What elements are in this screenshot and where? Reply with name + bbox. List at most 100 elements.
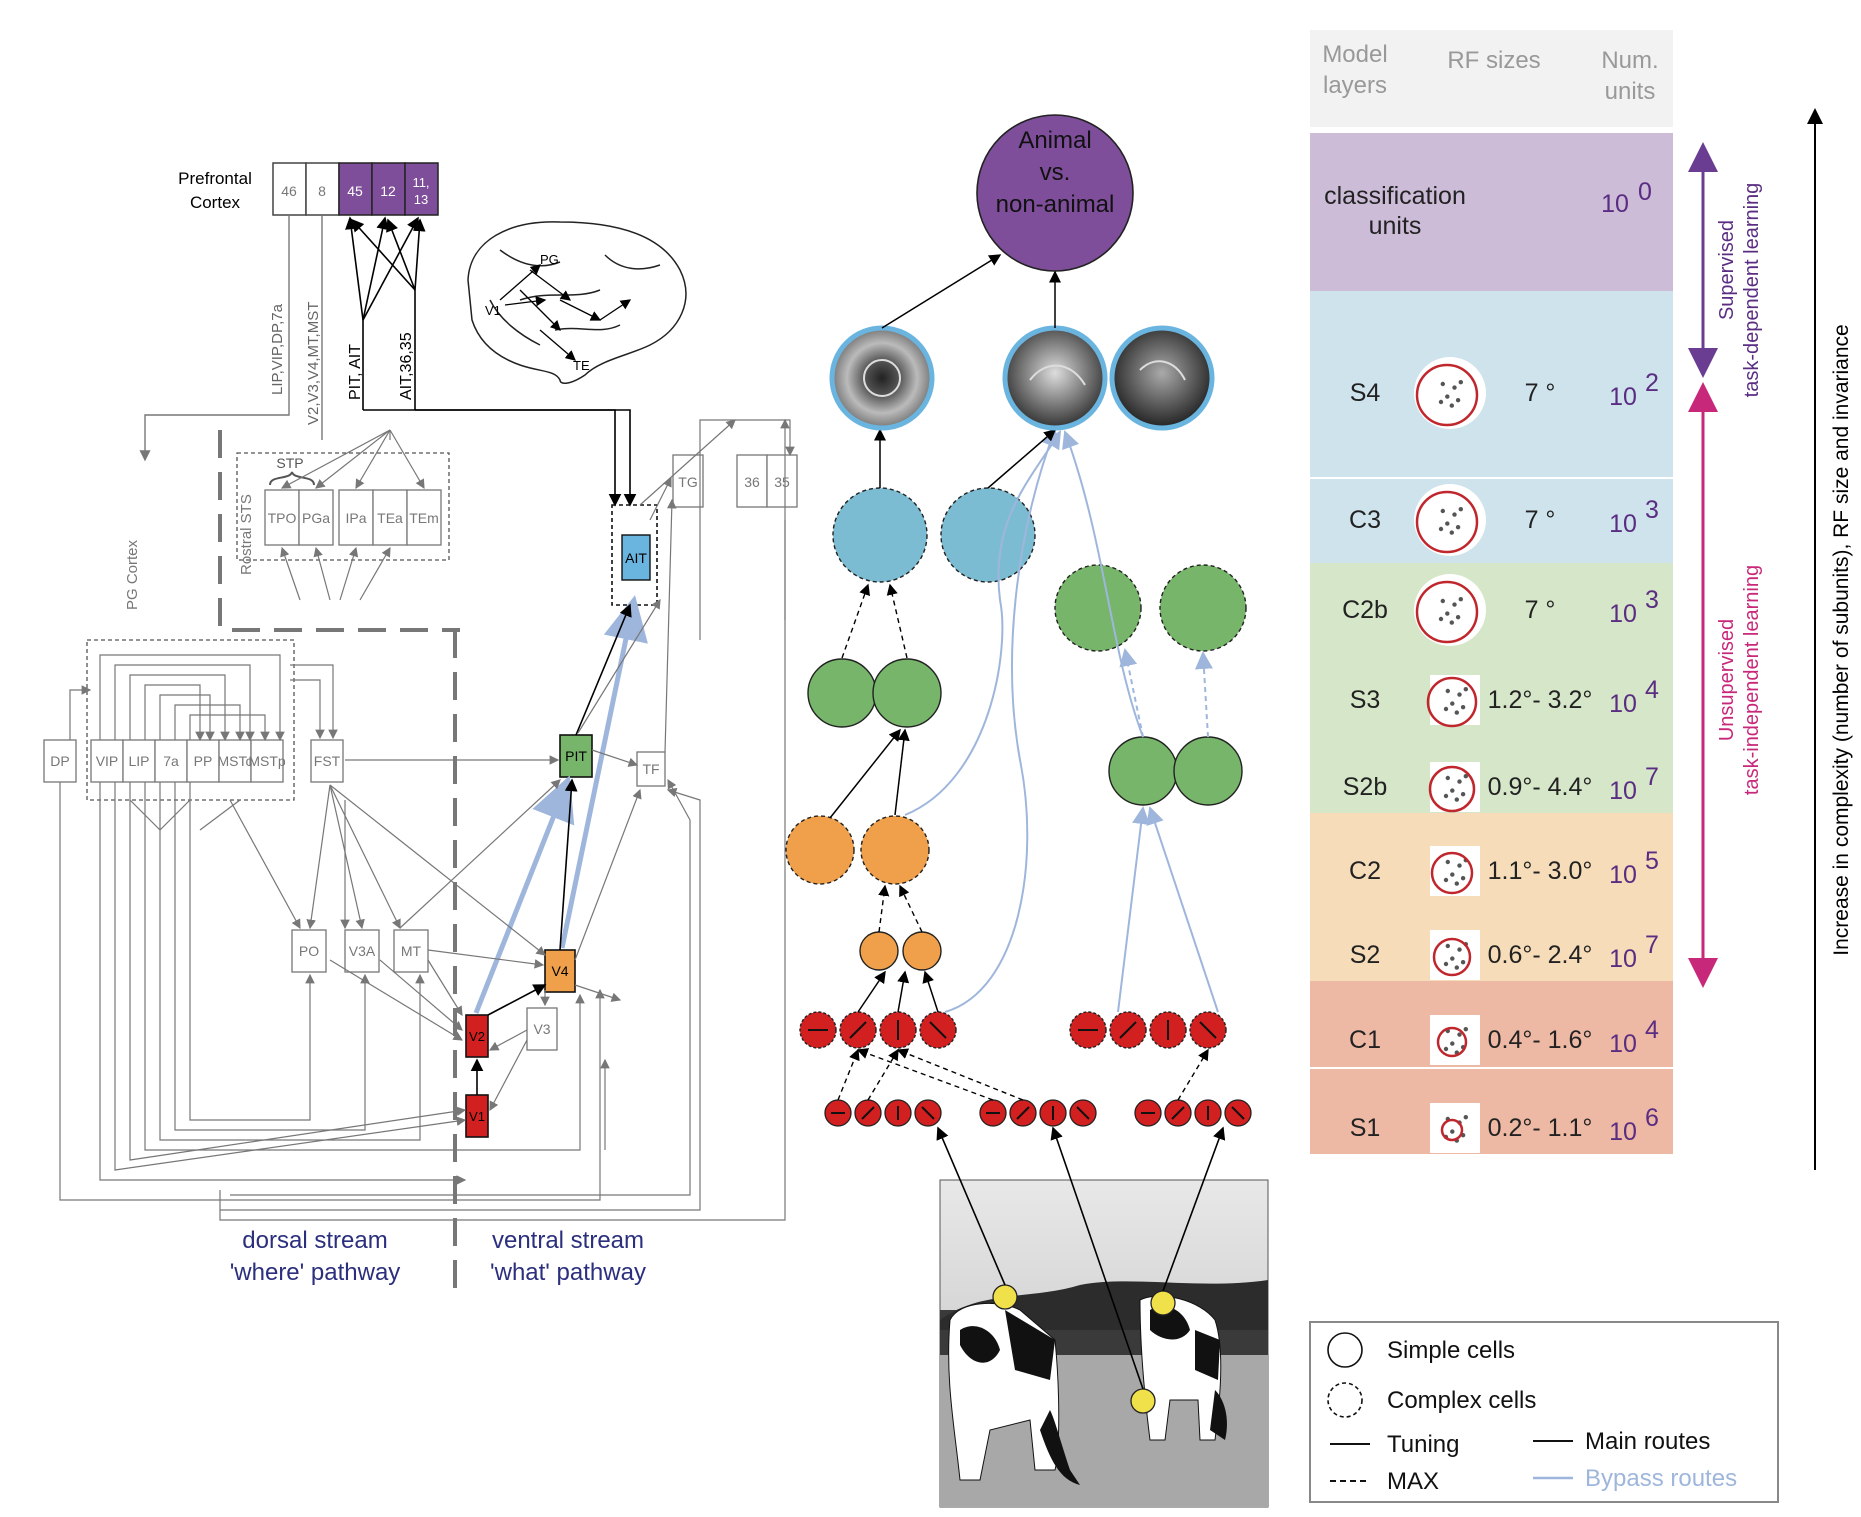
legend-max: MAX — [1387, 1468, 1439, 1495]
layer-table: Model layers RF sizes Num. units classif… — [1310, 30, 1673, 1154]
ventral-stream-2: 'what' pathway — [490, 1259, 646, 1286]
dalmatian-spot — [1443, 706, 1449, 712]
layer-s3: S3 — [1350, 686, 1381, 714]
header-layers: layers — [1323, 72, 1387, 99]
layer-c2b: C2b — [1342, 596, 1388, 624]
dalmatian-spot — [1443, 877, 1449, 883]
layer-s4: S4 — [1350, 379, 1381, 407]
area-12: 12 — [380, 183, 396, 199]
rf-size: 1.1°- 3.0° — [1488, 857, 1593, 885]
classification-1: classification — [1324, 182, 1466, 210]
classification-exp: 0 — [1638, 178, 1652, 206]
legend-tuning: Tuning — [1387, 1431, 1460, 1458]
dalmatian-spot — [1455, 525, 1461, 530]
header-rf: RF sizes — [1447, 47, 1540, 74]
dalmatian-spot — [1445, 859, 1451, 865]
area-tpo: TPO — [268, 510, 297, 526]
s1-row — [824, 1099, 1252, 1127]
dalmatian-spot — [1455, 398, 1461, 403]
dorsal-areas: DP VIP LIP 7a PP MSTc MSTp FST — [43, 739, 344, 783]
rf-size: 0.9°- 4.4° — [1488, 773, 1593, 801]
dalmatian-spot — [1460, 705, 1466, 710]
num-units: 10 — [1609, 600, 1637, 628]
dorsal-stream-2: 'where' pathway — [230, 1259, 401, 1286]
area-46: 46 — [281, 183, 297, 199]
area-pp: PP — [194, 753, 213, 769]
area-dp: DP — [50, 753, 69, 769]
legend-bypass: Bypass routes — [1585, 1465, 1737, 1492]
dalmatian-spot — [1449, 620, 1455, 625]
area-35: 35 — [774, 474, 790, 490]
s3-units — [807, 658, 1243, 806]
learning-arrows: Supervised task-dependent learning Unsup… — [1688, 108, 1853, 1170]
model-network: Animal vs. non-animal — [785, 114, 1269, 1508]
rf-size: 0.2°- 1.1° — [1488, 1114, 1593, 1142]
dalmatian-spot — [1438, 616, 1444, 622]
num-units: 10 — [1609, 777, 1637, 805]
cortical-diagram: Prefrontal Cortex 46 8 45 12 11, 13 LIP,… — [43, 162, 798, 1300]
dalmatian-spot — [1457, 947, 1462, 952]
label-ait-36: AIT,36,35 — [398, 332, 415, 400]
dalmatian-spot — [1450, 1129, 1455, 1134]
unsupervised-2: task-independent learning — [1741, 565, 1763, 795]
num-units-exp: 4 — [1645, 1016, 1659, 1044]
legend: Simple cells Complex cells Tuning MAX Ma… — [1309, 1321, 1779, 1503]
dalmatian-spot — [1445, 688, 1451, 694]
area-8: 8 — [318, 183, 326, 199]
layer-c2: C2 — [1349, 857, 1381, 885]
area-v2: V2 — [469, 1029, 485, 1044]
num-units: 10 — [1609, 510, 1637, 538]
table-header — [1310, 30, 1673, 127]
dalmatian-spot — [1450, 788, 1455, 793]
num-units-exp: 7 — [1645, 763, 1659, 791]
legend-simple: Simple cells — [1387, 1337, 1515, 1364]
label-lip-vip: LIP,VIP,DP,7a — [269, 303, 286, 395]
dalmatian-spot — [1452, 602, 1457, 607]
rf-size: 7 ° — [1525, 596, 1556, 624]
dalmatian-spot — [1443, 1046, 1449, 1052]
dalmatian-spot — [1450, 1041, 1455, 1046]
num-units-exp: 7 — [1645, 931, 1659, 959]
prefrontal-label-1: Prefrontal — [178, 169, 252, 188]
pg-cortex-label: PG Cortex — [124, 539, 141, 610]
dalmatian-spot — [1460, 876, 1466, 881]
dalmatian-spot — [1440, 381, 1446, 387]
rf-circle — [1415, 490, 1479, 554]
area-mt: MT — [401, 943, 422, 959]
c1-row — [799, 1011, 1227, 1049]
rf-circle — [1415, 363, 1479, 427]
area-pit: PIT — [565, 748, 587, 764]
area-11: 11, — [412, 175, 429, 190]
layer-c1: C1 — [1349, 1026, 1381, 1054]
classification-2: units — [1369, 212, 1422, 240]
num-units-exp: 6 — [1645, 1104, 1659, 1132]
area-13: 13 — [414, 192, 428, 207]
rf-circle — [1415, 580, 1479, 644]
area-7a: 7a — [163, 753, 179, 769]
rf-circle — [1430, 851, 1474, 895]
rf-circle — [1426, 676, 1478, 728]
area-mstc: MSTc — [218, 753, 253, 769]
dalmatian-spot — [1454, 797, 1460, 802]
area-v3a: V3A — [349, 943, 376, 959]
layer-s2: S2 — [1350, 941, 1381, 969]
dalmatian-spot — [1449, 530, 1455, 535]
rf-circle — [1432, 937, 1472, 977]
area-tem: TEm — [409, 510, 439, 526]
dalmatian-spot — [1445, 943, 1451, 949]
brain-pg: PG — [540, 252, 559, 267]
c2b-units — [1054, 564, 1247, 652]
rf-size: 1.2°- 3.2° — [1488, 686, 1593, 714]
dalmatian-spot — [1460, 792, 1466, 797]
dalmatian-spot — [1460, 960, 1466, 965]
num-units: 10 — [1609, 690, 1637, 718]
c2-units — [785, 815, 930, 885]
area-36: 36 — [744, 474, 760, 490]
rf-circle — [1428, 765, 1476, 813]
num-units-exp: 4 — [1645, 676, 1659, 704]
layer-c3: C3 — [1349, 506, 1381, 534]
ventral-stream-1: ventral stream — [492, 1227, 644, 1254]
prefrontal-label-2: Cortex — [190, 193, 241, 212]
num-units: 10 — [1609, 1118, 1637, 1146]
dalmatian-spot — [1458, 380, 1464, 385]
